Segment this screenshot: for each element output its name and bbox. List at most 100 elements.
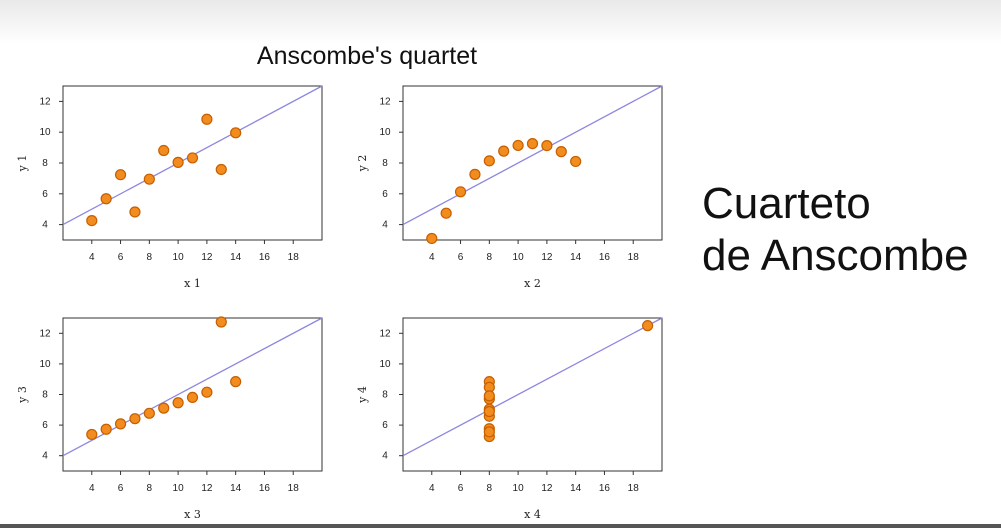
x-tick-label: 4	[429, 252, 435, 263]
data-point	[555, 146, 567, 158]
y-tick-label: 6	[42, 420, 48, 431]
data-point	[114, 418, 127, 430]
x-tick-label: 16	[259, 483, 271, 494]
y-tick-label: 4	[42, 451, 48, 462]
data-point	[158, 402, 170, 414]
x-tick-label: 12	[541, 483, 553, 494]
data-point	[469, 168, 481, 180]
x-tick-label: 8	[487, 252, 493, 263]
x-axis-label: x 2	[524, 277, 541, 290]
y-tick-label: 6	[42, 189, 48, 200]
x-tick-label: 10	[173, 252, 185, 263]
data-point	[114, 169, 127, 181]
data-point	[172, 156, 184, 168]
data-point	[143, 173, 155, 185]
x-tick-label: 12	[541, 252, 553, 263]
figure-title: Anscombe's quartet	[256, 42, 478, 70]
data-point	[86, 214, 98, 227]
data-point	[498, 145, 510, 157]
window-top-band	[0, 0, 1001, 44]
data-point	[230, 376, 242, 388]
y-tick-label: 6	[382, 420, 388, 431]
x-tick-label: 12	[201, 483, 213, 494]
data-point	[440, 207, 452, 219]
data-point	[526, 137, 539, 150]
x-tick-label: 8	[147, 252, 153, 263]
data-point	[215, 316, 227, 328]
regression-line	[62, 317, 323, 457]
data-point	[426, 232, 438, 245]
x-tick-label: 6	[458, 252, 464, 263]
data-point	[129, 413, 141, 425]
regression-line	[402, 317, 663, 457]
data-point	[541, 139, 553, 152]
scatter-panel-1: 4 6 8 10 12 14 16 18 4 6 8 10 12 x 1 y 1	[16, 85, 323, 290]
x-tick-label: 14	[230, 483, 242, 494]
y-tick-label: 12	[39, 96, 51, 107]
data-point	[215, 163, 227, 176]
y-tick-label: 8	[42, 158, 48, 169]
data-point	[186, 152, 199, 164]
data-point	[143, 407, 155, 419]
x-tick-label: 16	[259, 252, 271, 263]
data-point	[230, 127, 242, 139]
y-tick-label: 4	[382, 451, 388, 462]
x-tick-label: 14	[230, 252, 242, 263]
data-point	[201, 386, 213, 398]
data-point	[483, 390, 495, 402]
x-tick-label: 6	[118, 483, 124, 494]
data-point	[100, 423, 112, 435]
x-tick-label: 10	[513, 252, 525, 263]
y-tick-label: 10	[379, 127, 391, 138]
y-tick-label: 12	[379, 96, 391, 107]
y-tick-label: 10	[379, 359, 391, 370]
data-point	[570, 155, 582, 168]
side-title-line-2: de Anscombe	[702, 231, 969, 280]
y-tick-label: 8	[42, 390, 48, 401]
scatter-panel-4: 4 6 8 10 12 14 16 18 4 6 8 10 12 x 4 y 4	[356, 317, 663, 521]
x-tick-label: 8	[487, 483, 493, 494]
y-tick-label: 12	[39, 328, 51, 339]
y-tick-label: 4	[42, 220, 48, 231]
data-point	[172, 397, 184, 409]
x-tick-label: 18	[628, 252, 640, 263]
data-point	[201, 113, 213, 125]
y-tick-label: 8	[382, 158, 388, 169]
side-title-line-1: Cuarteto	[702, 179, 871, 228]
bottom-border	[0, 524, 1001, 528]
data-point	[512, 139, 524, 152]
x-tick-label: 4	[89, 483, 95, 494]
x-tick-label: 14	[570, 483, 582, 494]
x-tick-label: 18	[628, 483, 640, 494]
y-tick-label: 6	[382, 189, 388, 200]
x-axis-label: x 3	[184, 508, 201, 521]
x-tick-label: 10	[513, 483, 525, 494]
x-tick-label: 10	[173, 483, 185, 494]
x-tick-label: 8	[147, 483, 153, 494]
axes-frame	[402, 85, 663, 241]
x-axis-label: x 1	[184, 277, 201, 290]
x-tick-label: 12	[201, 252, 213, 263]
data-point	[86, 428, 98, 441]
x-tick-label: 16	[599, 483, 611, 494]
y-tick-label: 10	[39, 359, 51, 370]
data-point	[129, 206, 141, 218]
y-tick-label: 8	[382, 390, 388, 401]
y-tick-label: 12	[379, 328, 391, 339]
side-title: Cuarteto de Anscombe	[702, 178, 969, 282]
y-axis-label: y 1	[16, 155, 29, 173]
x-tick-label: 6	[458, 483, 464, 494]
data-point	[454, 186, 467, 198]
y-tick-label: 4	[382, 220, 388, 231]
data-point	[100, 193, 112, 205]
data-point	[186, 391, 199, 404]
x-tick-label: 6	[118, 252, 124, 263]
data-point	[158, 144, 170, 157]
scatter-panel-2: 4 6 8 10 12 14 16 18 4 6 8 10 12 x 2 y 2	[356, 85, 663, 290]
x-axis-label: x 4	[524, 508, 541, 521]
data-point	[483, 405, 495, 418]
x-tick-label: 18	[288, 483, 300, 494]
x-tick-label: 16	[599, 252, 611, 263]
y-tick-label: 10	[39, 127, 51, 138]
